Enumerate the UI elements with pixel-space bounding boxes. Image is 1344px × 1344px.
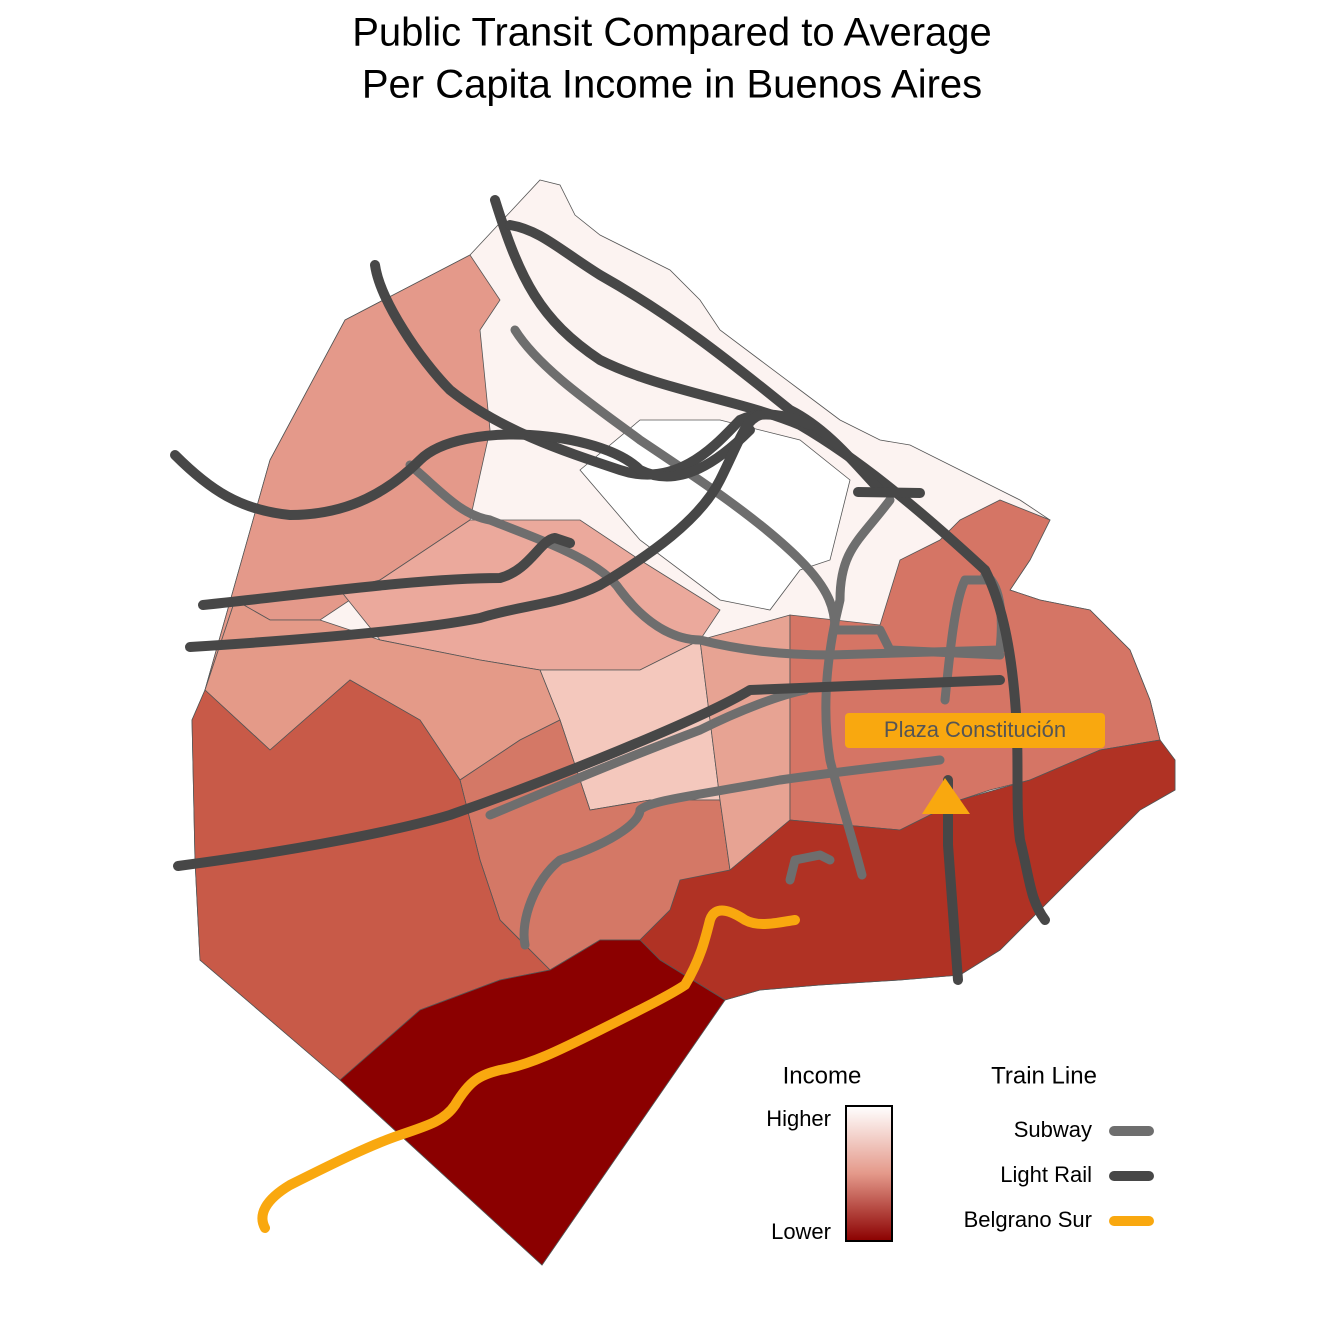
- line-legend: Subway Light Rail Belgrano Sur: [964, 1117, 1154, 1232]
- district: [339, 939, 726, 1266]
- light-rail-line: [370, 260, 815, 480]
- subway-lines: [405, 325, 1006, 950]
- legend-label: Light Rail: [1000, 1162, 1092, 1187]
- legend: Income Higher Lower Train Line Subway Lig…: [766, 1062, 1154, 1244]
- legend-label: Belgrano Sur: [964, 1207, 1092, 1232]
- legend-title: Income: [783, 1062, 862, 1089]
- subway-line: [405, 460, 1006, 660]
- subway-line: [485, 685, 810, 820]
- light-rail-line: [198, 533, 575, 610]
- light-rail-line: [853, 487, 925, 498]
- district: [191, 679, 551, 1081]
- title-line: Per Capita Income in Buenos Aires: [362, 63, 982, 107]
- title-line: Public Transit Compared to Average: [352, 11, 992, 55]
- color-bar: [845, 1105, 893, 1242]
- station-marker: [922, 778, 970, 814]
- subway-line: [519, 755, 945, 950]
- annotation-label: Plaza Constitución: [884, 717, 1066, 742]
- subway-line: [785, 850, 835, 885]
- annotation-box: [845, 713, 1105, 748]
- belgrano-sur-line: [257, 905, 800, 1233]
- legend-label: Higher: [766, 1106, 831, 1131]
- legend-label: Lower: [771, 1219, 831, 1244]
- light-rail-line: [980, 565, 1050, 925]
- legend-title: Train Line: [991, 1062, 1097, 1089]
- light-rail-line: [505, 220, 885, 495]
- light-rail-line: [185, 410, 765, 652]
- light-rail-lines: [170, 195, 1050, 985]
- district: [579, 419, 851, 611]
- light-rail-line: [170, 425, 755, 520]
- light-rail-line: [173, 675, 1005, 871]
- subway-line: [510, 325, 1005, 660]
- subway-line: [821, 495, 895, 880]
- legend-label: Subway: [1014, 1117, 1092, 1142]
